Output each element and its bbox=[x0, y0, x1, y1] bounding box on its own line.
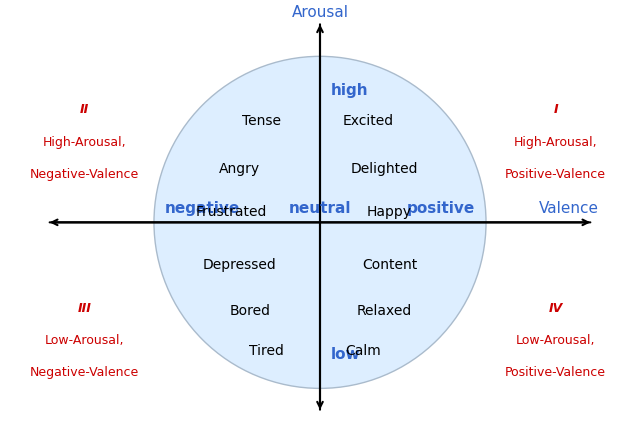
Text: Negative-Valence: Negative-Valence bbox=[29, 366, 139, 379]
Text: Tense: Tense bbox=[241, 114, 280, 128]
Text: I: I bbox=[554, 103, 558, 116]
Text: Low-Arousal,: Low-Arousal, bbox=[516, 334, 595, 347]
Text: High-Arousal,: High-Arousal, bbox=[42, 135, 126, 148]
Text: Depressed: Depressed bbox=[203, 258, 276, 272]
Text: Relaxed: Relaxed bbox=[356, 304, 412, 318]
Text: low: low bbox=[331, 347, 360, 362]
Text: Positive-Valence: Positive-Valence bbox=[505, 168, 606, 181]
Text: High-Arousal,: High-Arousal, bbox=[514, 135, 598, 148]
Text: Positive-Valence: Positive-Valence bbox=[505, 366, 606, 379]
Text: Happy: Happy bbox=[367, 205, 412, 219]
Text: III: III bbox=[77, 302, 92, 315]
Text: neutral: neutral bbox=[289, 201, 351, 216]
Text: Excited: Excited bbox=[342, 114, 394, 128]
Text: high: high bbox=[331, 83, 369, 98]
Text: Frustrated: Frustrated bbox=[196, 205, 268, 219]
Text: Angry: Angry bbox=[219, 162, 260, 176]
Text: Arousal: Arousal bbox=[291, 6, 349, 20]
Text: Bored: Bored bbox=[230, 304, 271, 318]
Text: Tired: Tired bbox=[249, 344, 284, 358]
Circle shape bbox=[154, 56, 486, 388]
Text: Valence: Valence bbox=[538, 201, 598, 216]
Text: Negative-Valence: Negative-Valence bbox=[29, 168, 139, 181]
Text: Calm: Calm bbox=[345, 344, 381, 358]
Text: Low-Arousal,: Low-Arousal, bbox=[45, 334, 124, 347]
Text: negative: negative bbox=[164, 201, 240, 216]
Text: positive: positive bbox=[407, 201, 476, 216]
Text: IV: IV bbox=[548, 302, 563, 315]
Text: Delighted: Delighted bbox=[351, 162, 418, 176]
Text: Content: Content bbox=[362, 258, 417, 272]
Text: II: II bbox=[80, 103, 89, 116]
